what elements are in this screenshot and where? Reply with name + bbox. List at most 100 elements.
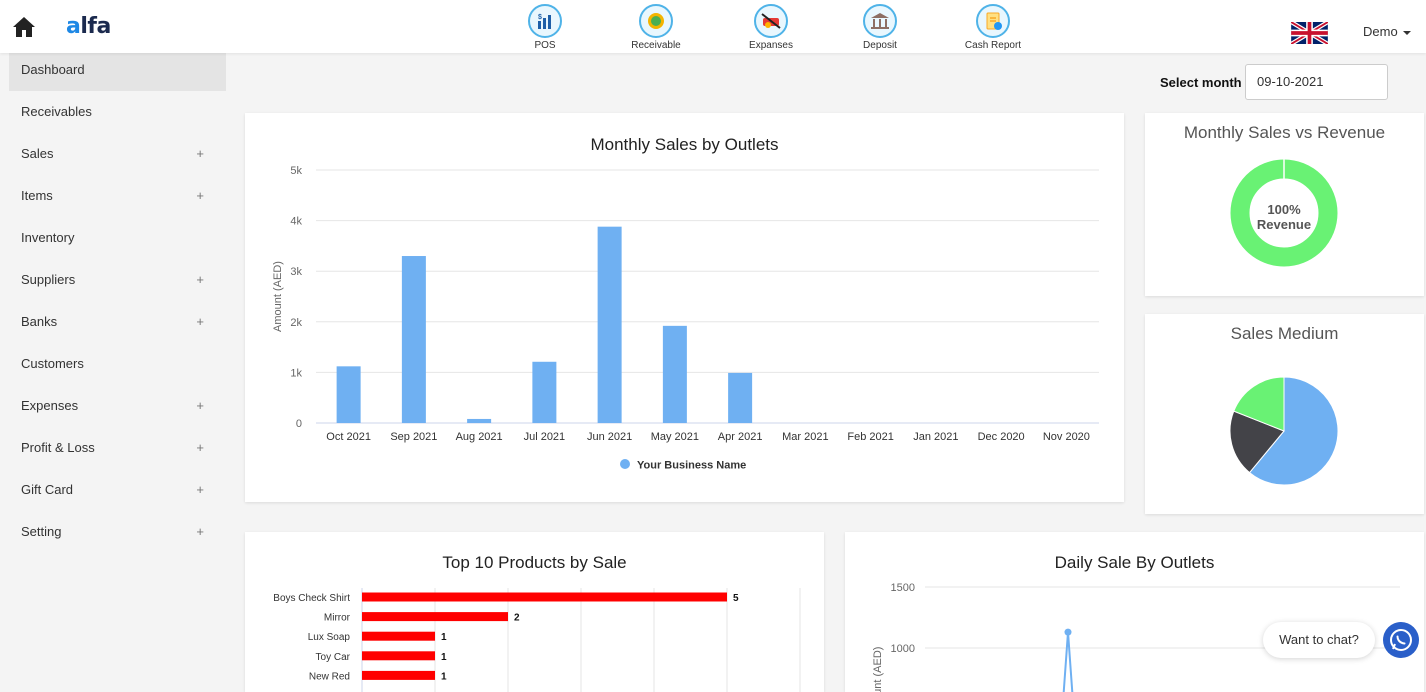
sidebar-item-profit-loss[interactable]: Profit & Loss + <box>9 431 226 469</box>
sidebar-item-expenses[interactable]: Expenses + <box>9 389 226 427</box>
x-tick-label: Aug 2021 <box>456 431 503 443</box>
bar[interactable] <box>362 612 508 622</box>
plus-icon[interactable]: + <box>196 482 204 497</box>
y-axis-label: Amount (AED) <box>272 261 284 332</box>
plus-icon[interactable]: + <box>196 524 204 539</box>
sidebar-item-label: Dashboard <box>21 62 85 77</box>
user-menu[interactable]: Demo <box>1363 24 1411 39</box>
x-tick-label: Oct 2021 <box>326 431 371 443</box>
data-label: 1 <box>441 632 447 643</box>
sidebar-item-label: Items <box>21 188 53 203</box>
uk-flag-icon[interactable] <box>1291 22 1328 44</box>
bar[interactable] <box>401 256 426 423</box>
x-tick-label: Jun 2021 <box>587 431 632 443</box>
app-logo[interactable]: alfa <box>66 14 111 39</box>
bar[interactable] <box>532 361 557 423</box>
pie-slice[interactable] <box>1233 376 1285 432</box>
plus-icon[interactable]: + <box>196 314 204 329</box>
sales-vs-revenue-donut: 100%Revenue <box>1230 159 1338 267</box>
shortcut-expanses[interactable]: Expanses <box>731 4 811 51</box>
chart-title: Monthly Sales by Outlets <box>590 135 779 154</box>
data-point[interactable] <box>1064 628 1072 636</box>
bar[interactable] <box>362 592 727 602</box>
sidebar-item-items[interactable]: Items + <box>9 179 226 217</box>
sidebar-item-label: Sales <box>21 146 54 161</box>
shortcut-label: Deposit <box>863 40 897 51</box>
plus-icon[interactable]: + <box>196 146 204 161</box>
plus-icon[interactable]: + <box>196 440 204 455</box>
y-tick-label: 1k <box>290 367 302 379</box>
select-month-label: Select month <box>1160 75 1242 90</box>
bar[interactable] <box>662 325 687 423</box>
y-tick-label: 1000 <box>891 643 915 655</box>
sidebar-item-customers[interactable]: Customers <box>9 347 226 385</box>
pie-slice[interactable] <box>1248 376 1339 486</box>
donut-center-value: 100% <box>1267 202 1301 217</box>
y-tick-label: 2k <box>290 317 302 329</box>
user-name: Demo <box>1363 24 1398 39</box>
home-icon[interactable] <box>12 16 36 38</box>
sidebar-item-label: Customers <box>21 356 84 371</box>
y-tick-label: Mirror <box>324 613 351 624</box>
top-products-chart: Boys Check Shirt 5 Mirror 2 Lux Soap 1 Toy Car… <box>273 588 801 692</box>
whatsapp-icon <box>1390 629 1412 651</box>
bar[interactable] <box>362 651 435 661</box>
x-tick-label: Feb 2021 <box>847 431 893 443</box>
x-tick-label: Apr 2021 <box>718 431 763 443</box>
x-tick-label: Sep 2021 <box>390 431 437 443</box>
shortcut-label: POS <box>534 40 556 51</box>
x-tick-label: May 2021 <box>651 431 699 443</box>
legend-marker[interactable] <box>620 459 630 469</box>
y-axis-label: Amount (AED) <box>872 647 884 692</box>
shortcut-cash-report[interactable]: Cash Report <box>953 4 1033 51</box>
sales-medium-card: Sales Medium <box>1145 314 1424 514</box>
deposit-icon <box>863 4 897 38</box>
y-tick-label: Boys Check Shirt <box>273 593 350 604</box>
daily-sale-card: Daily Sale By Outlets 1000 1500 Amount (AE… <box>845 532 1424 692</box>
sidebar: Dashboard Receivables Sales + Items + Inventor… <box>0 53 238 677</box>
sidebar-item-setting[interactable]: Setting + <box>9 515 226 553</box>
x-tick-label: Nov 2020 <box>1043 431 1090 443</box>
shortcut-receivable[interactable]: Receivable <box>616 4 696 51</box>
shortcut-label: Cash Report <box>964 40 1022 51</box>
bar[interactable] <box>362 631 435 641</box>
bar[interactable] <box>467 418 492 423</box>
sidebar-item-dashboard[interactable]: Dashboard <box>9 53 226 91</box>
legend-label: Your Business Name <box>637 460 746 472</box>
bar[interactable] <box>597 226 622 423</box>
data-label: 5 <box>733 593 739 604</box>
sidebar-item-suppliers[interactable]: Suppliers + <box>9 263 226 301</box>
sidebar-item-sales[interactable]: Sales + <box>9 137 226 175</box>
series-line <box>1062 632 1074 692</box>
sidebar-item-label: Gift Card <box>21 482 74 497</box>
chart-title: Monthly Sales vs Revenue <box>1183 123 1386 142</box>
shortcut-pos[interactable]: $ POS <box>505 4 585 51</box>
month-input[interactable]: 09-10-2021 <box>1245 64 1388 100</box>
sidebar-item-gift-card[interactable]: Gift Card + <box>9 473 226 511</box>
sidebar-item-label: Inventory <box>21 230 75 245</box>
bar[interactable] <box>728 372 753 423</box>
receivable-icon <box>639 4 673 38</box>
sidebar-item-label: Expenses <box>21 398 79 413</box>
y-tick-label: Toy Car <box>316 652 351 663</box>
monthly-sales-chart: 0 1k 2k 3k 4k 5k Amount (AED) Oct 2021 Sep 2021 A… <box>272 165 1099 472</box>
sidebar-item-banks[interactable]: Banks + <box>9 305 226 343</box>
data-label: 1 <box>441 652 447 663</box>
pie-slice[interactable] <box>1229 410 1285 474</box>
plus-icon[interactable]: + <box>196 272 204 287</box>
bar[interactable] <box>336 366 361 423</box>
sidebar-item-inventory[interactable]: Inventory <box>9 221 226 259</box>
chat-button[interactable] <box>1383 622 1419 658</box>
chart-title: Top 10 Products by Sale <box>442 553 627 572</box>
y-tick-label: 5k <box>290 165 302 177</box>
x-tick-label: Mar 2021 <box>782 431 828 443</box>
sidebar-item-label: Suppliers <box>21 272 76 287</box>
plus-icon[interactable]: + <box>196 188 204 203</box>
chat-prompt[interactable]: Want to chat? <box>1263 622 1375 658</box>
shortcut-deposit[interactable]: Deposit <box>840 4 920 51</box>
shortcut-label: Receivable <box>631 40 681 51</box>
bar[interactable] <box>362 670 435 680</box>
sidebar-item-receivables[interactable]: Receivables <box>9 95 226 133</box>
plus-icon[interactable]: + <box>196 398 204 413</box>
cash-report-icon <box>976 4 1010 38</box>
